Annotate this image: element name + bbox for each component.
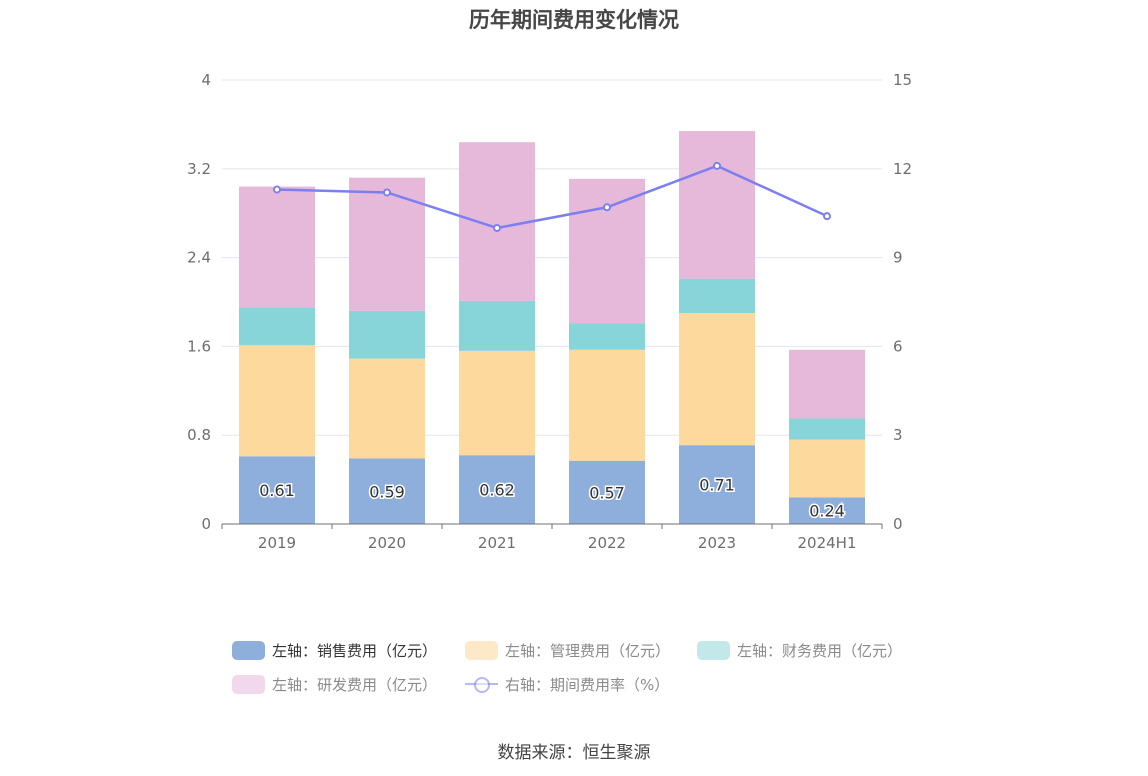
bar-data-label: 0.61 xyxy=(259,481,295,500)
left-axis-ticks: 0 0.8 1.6 2.4 3.2 4 xyxy=(187,71,211,533)
bar-segment xyxy=(569,460,645,524)
legend-label-rnd: 左轴：研发费用（亿元） xyxy=(272,675,438,694)
data-source: 数据来源：恒生聚源 xyxy=(497,743,651,763)
left-axis-tick-label: 2.4 xyxy=(187,249,211,267)
bar-segment xyxy=(239,345,315,457)
legend-item-finance[interactable]: 左轴：财务费用（亿元） xyxy=(697,638,902,662)
chart-title: 历年期间费用变化情况 xyxy=(469,8,679,32)
right-axis-tick-label: 15 xyxy=(893,71,912,89)
x-axis-tick-label: 2022 xyxy=(588,534,626,552)
rate-point xyxy=(383,188,391,197)
rate-point xyxy=(713,161,721,170)
bar-segment xyxy=(459,455,535,524)
bar-segment xyxy=(569,349,645,461)
left-axis-tick-label: 0.8 xyxy=(187,426,211,444)
left-axis-tick-label: 4 xyxy=(201,71,211,89)
x-axis-tick-label: 2020 xyxy=(368,534,406,552)
bar-segment xyxy=(679,445,755,524)
bar-segment xyxy=(789,439,865,498)
legend-line-rate-icon xyxy=(465,674,498,694)
right-axis-tick-label: 12 xyxy=(893,160,912,178)
x-axis: 2019 2020 2021 2022 2023 2024H1 xyxy=(221,523,883,552)
left-axis-tick-label: 0 xyxy=(201,515,211,533)
x-axis-tick-label: 2021 xyxy=(478,534,516,552)
bar-segment xyxy=(239,186,315,308)
legend-swatch-finance xyxy=(697,640,730,660)
bar-data-label: 0.24 xyxy=(809,502,845,521)
bar-segment xyxy=(569,178,645,324)
right-axis-ticks: 0 3 6 9 12 15 xyxy=(893,71,912,533)
bar-data-label: 0.62 xyxy=(479,481,515,500)
legend-item-admin[interactable]: 左轴：管理费用（亿元） xyxy=(465,638,670,662)
bar-segment xyxy=(789,497,865,524)
bar-segment xyxy=(789,418,865,440)
bar-segment xyxy=(679,278,755,314)
right-axis-tick-label: 6 xyxy=(893,337,903,355)
grid-lines xyxy=(222,79,882,436)
bar-segment xyxy=(679,313,755,446)
right-axis-tick-label: 0 xyxy=(893,515,903,533)
legend-label-sales: 左轴：销售费用（亿元） xyxy=(272,641,438,660)
bar-label-group: 0.61 0.59 0.62 0.57 0.71 0.24 xyxy=(258,474,847,522)
x-axis-tick-label: 2019 xyxy=(258,534,296,552)
bar-segment xyxy=(679,131,755,279)
legend-swatch-admin xyxy=(465,640,498,660)
x-axis-tick-label: 2023 xyxy=(698,534,736,552)
legend-item-rnd[interactable]: 左轴：研发费用（亿元） xyxy=(232,672,437,696)
bar-segment xyxy=(349,458,425,524)
rate-point xyxy=(823,212,831,221)
bar-segment xyxy=(459,300,535,351)
legend-item-rate[interactable]: 右轴：期间费用率（%） xyxy=(465,672,669,696)
legend-label-admin: 左轴：管理费用（亿元） xyxy=(505,641,671,660)
bar-segment xyxy=(459,350,535,456)
legend-swatch-rnd xyxy=(232,674,265,694)
left-axis-tick-label: 3.2 xyxy=(187,160,211,178)
bar-data-label: 0.59 xyxy=(369,482,405,501)
rate-line xyxy=(276,164,828,230)
bar-segment xyxy=(349,310,425,359)
bar-segment xyxy=(789,349,865,419)
bar-group xyxy=(239,131,865,524)
x-axis-tick-label: 2024H1 xyxy=(798,534,857,552)
bar-segment xyxy=(239,456,315,524)
bar-segment xyxy=(569,323,645,350)
rate-point xyxy=(493,224,501,232)
bar-segment xyxy=(349,177,425,311)
right-axis-tick-label: 9 xyxy=(893,249,903,267)
rate-point xyxy=(603,203,611,212)
bar-segment xyxy=(459,142,535,301)
legend-swatch-sales xyxy=(232,640,265,660)
left-axis-tick-label: 1.6 xyxy=(187,337,211,355)
legend-item-sales[interactable]: 左轴：销售费用（亿元） xyxy=(232,638,437,662)
legend-label-rate: 右轴：期间费用率（%） xyxy=(505,675,670,694)
rate-point xyxy=(273,185,281,194)
right-axis-tick-label: 3 xyxy=(893,426,903,444)
legend-label-finance: 左轴：财务费用（亿元） xyxy=(737,641,903,660)
bar-data-label: 0.57 xyxy=(589,483,625,502)
bar-segment xyxy=(349,358,425,459)
bar-data-label: 0.71 xyxy=(699,476,735,495)
rate-line-group xyxy=(273,161,831,232)
bar-segment xyxy=(239,307,315,346)
